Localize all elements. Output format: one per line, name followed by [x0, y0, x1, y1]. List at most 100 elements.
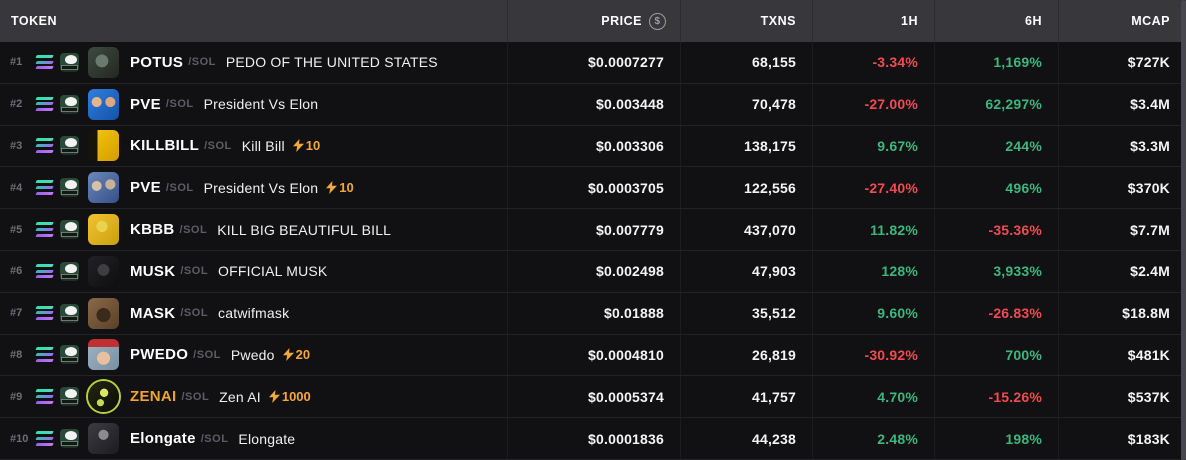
change-1h-cell: 2.48%	[812, 418, 934, 459]
txns-cell: 47,903	[680, 250, 812, 292]
column-header-1h[interactable]: 1H	[812, 0, 934, 42]
token-symbol: Elongate	[130, 430, 196, 448]
token-name: Elongate	[238, 430, 296, 447]
txns-cell: 26,819	[680, 334, 812, 376]
scrollbar-thumb[interactable]	[1181, 0, 1186, 460]
token-cell: #4 PVE /SOL President Vs Elon 10	[0, 167, 507, 208]
change-1h-cell: 128%	[812, 250, 934, 292]
change-1h-cell: 9.67%	[812, 125, 934, 167]
token-row[interactable]: #7 MASK /SOL catwifmask $0.01888 35,512 …	[0, 292, 1186, 335]
token-row[interactable]: #3 KILLBILL /SOL Kill Bill 10 $0.003306 …	[0, 125, 1186, 168]
txns-cell: 138,175	[680, 125, 812, 167]
boost-count: 20	[295, 347, 311, 363]
solana-chain-icon	[35, 138, 54, 154]
solana-chain-icon	[35, 431, 54, 447]
token-symbol: PVE	[130, 95, 161, 113]
token-pair: /SOL	[188, 56, 216, 69]
price-cell: $0.0004810	[507, 334, 680, 376]
txns-cell: 437,070	[680, 209, 812, 250]
lightning-bolt-icon	[282, 348, 294, 362]
token-pair: /SOL	[165, 98, 194, 111]
token-name: President Vs Elon	[203, 179, 319, 196]
token-pair: /SOL	[180, 307, 209, 320]
price-cell: $0.0003705	[507, 167, 680, 209]
boost-badge: 10	[292, 138, 321, 154]
boost-count: 10	[305, 138, 321, 154]
mcap-cell: $3.4M	[1058, 83, 1186, 125]
change-1h-cell: -27.00%	[812, 83, 934, 125]
txns-cell: 70,478	[680, 83, 812, 125]
token-symbol: MUSK	[130, 262, 176, 280]
boost-count: 10	[339, 180, 354, 196]
token-row[interactable]: #2 PVE /SOL President Vs Elon $0.003448 …	[0, 83, 1186, 126]
token-avatar	[88, 339, 119, 371]
change-6h-cell: -35.36%	[934, 209, 1058, 250]
solana-chain-icon	[35, 389, 54, 405]
price-cell: $0.003306	[507, 125, 680, 167]
column-header-6h-label: 6H	[1025, 14, 1042, 28]
column-header-token[interactable]: TOKEN	[0, 0, 507, 42]
token-cell: #3 KILLBILL /SOL Kill Bill 10	[0, 126, 507, 167]
solana-chain-icon	[35, 180, 54, 196]
token-row[interactable]: #10 Elongate /SOL Elongate $0.0001836 44…	[0, 418, 1186, 460]
token-row[interactable]: #5 KBBB /SOL KILL BIG BEAUTIFUL BILL $0.…	[0, 209, 1186, 251]
boost-badge: 10	[326, 180, 354, 196]
column-header-6h[interactable]: 6H	[934, 0, 1058, 42]
column-header-1h-label: 1H	[901, 14, 918, 28]
change-6h-cell: 3,933%	[934, 250, 1058, 292]
txns-cell: 68,155	[680, 42, 812, 83]
token-pair: /SOL	[193, 348, 221, 361]
token-avatar	[88, 297, 119, 329]
dex-badge-icon	[60, 52, 79, 72]
token-name: KILL BIG BEAUTIFUL BILL	[217, 221, 392, 238]
token-symbol: KBBB	[130, 221, 175, 239]
mcap-cell: $537K	[1058, 376, 1186, 418]
change-6h-cell: -15.26%	[934, 376, 1058, 418]
solana-chain-icon	[35, 96, 54, 112]
token-row[interactable]: #1 POTUS /SOL PEDO OF THE UNITED STATES …	[0, 42, 1186, 84]
token-row[interactable]: #4 PVE /SOL President Vs Elon 10 $0.0003…	[0, 167, 1186, 210]
boost-badge: 20	[282, 347, 311, 363]
token-avatar	[88, 381, 119, 413]
column-header-txns-label: TXNS	[760, 14, 796, 28]
token-name: PEDO OF THE UNITED STATES	[225, 54, 438, 71]
rank-label: #10	[10, 432, 29, 445]
rank-label: #3	[10, 139, 23, 152]
change-6h-cell: 700%	[934, 334, 1058, 376]
token-row[interactable]: #8 PWEDO /SOL Pwedo 20 $0.0004810 26,819…	[0, 334, 1186, 377]
token-pair: /SOL	[179, 223, 208, 236]
change-1h-cell: 4.70%	[812, 376, 934, 418]
token-name: Pwedo	[230, 346, 275, 363]
change-1h-cell: 9.60%	[812, 292, 934, 334]
dex-badge-icon	[60, 178, 79, 198]
price-cell: $0.01888	[507, 292, 680, 334]
rank-label: #9	[10, 390, 23, 403]
token-avatar	[88, 423, 119, 455]
token-name: OFFICIAL MUSK	[218, 263, 328, 280]
column-header-txns[interactable]: TXNS	[680, 0, 812, 42]
rank-label: #5	[10, 223, 23, 236]
solana-chain-icon	[35, 263, 54, 279]
txns-cell: 44,238	[680, 418, 812, 459]
column-header-price-label: PRICE	[601, 14, 642, 28]
column-header-mcap[interactable]: MCAP	[1058, 0, 1186, 42]
mcap-cell: $727K	[1058, 42, 1186, 83]
dex-badge-icon	[60, 429, 79, 449]
token-avatar	[88, 214, 119, 246]
change-6h-cell: -26.83%	[934, 292, 1058, 334]
dex-badge-icon	[60, 387, 79, 407]
lightning-bolt-icon	[326, 181, 338, 195]
token-pair: /SOL	[180, 265, 209, 278]
token-cell: #8 PWEDO /SOL Pwedo 20	[0, 335, 507, 376]
token-cell: #2 PVE /SOL President Vs Elon	[0, 84, 507, 125]
token-row[interactable]: #6 MUSK /SOL OFFICIAL MUSK $0.002498 47,…	[0, 250, 1186, 293]
vertical-scrollbar[interactable]	[1181, 0, 1186, 460]
token-name: Zen AI	[219, 388, 261, 405]
change-6h-cell: 244%	[934, 125, 1058, 167]
token-avatar	[88, 255, 119, 287]
token-row[interactable]: #9 ZENAI /SOL Zen AI 1000 $0.0005374 41,…	[0, 376, 1186, 419]
solana-chain-icon	[35, 54, 54, 70]
column-header-price[interactable]: PRICE $	[507, 0, 680, 42]
rank-label: #4	[10, 181, 23, 194]
